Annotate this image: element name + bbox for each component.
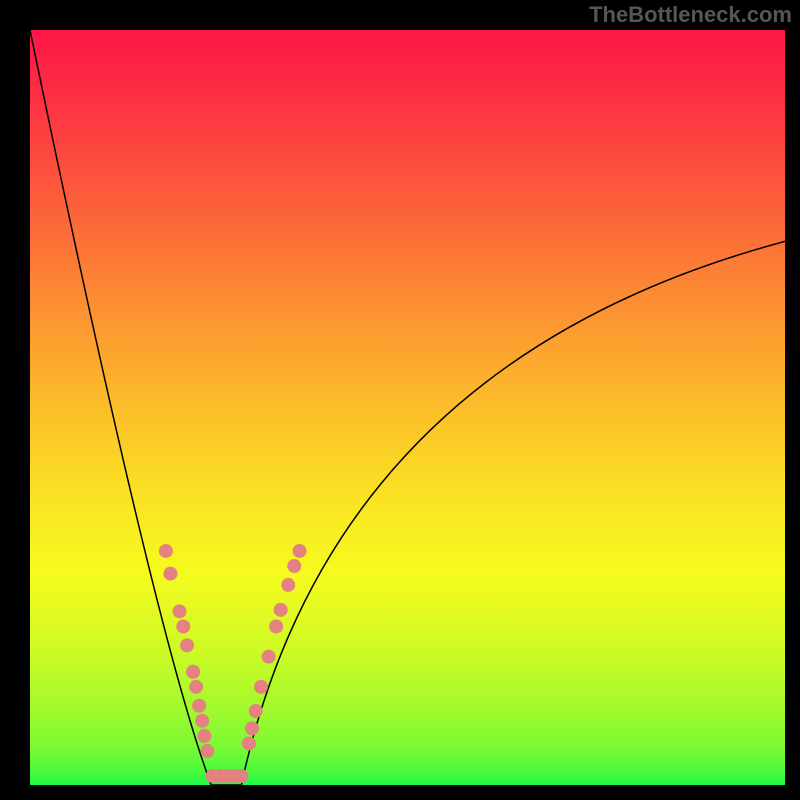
plot-area bbox=[30, 30, 785, 785]
chart-container: TheBottleneck.com bbox=[0, 0, 800, 800]
watermark-text: TheBottleneck.com bbox=[589, 2, 792, 28]
chart-svg bbox=[30, 30, 785, 785]
